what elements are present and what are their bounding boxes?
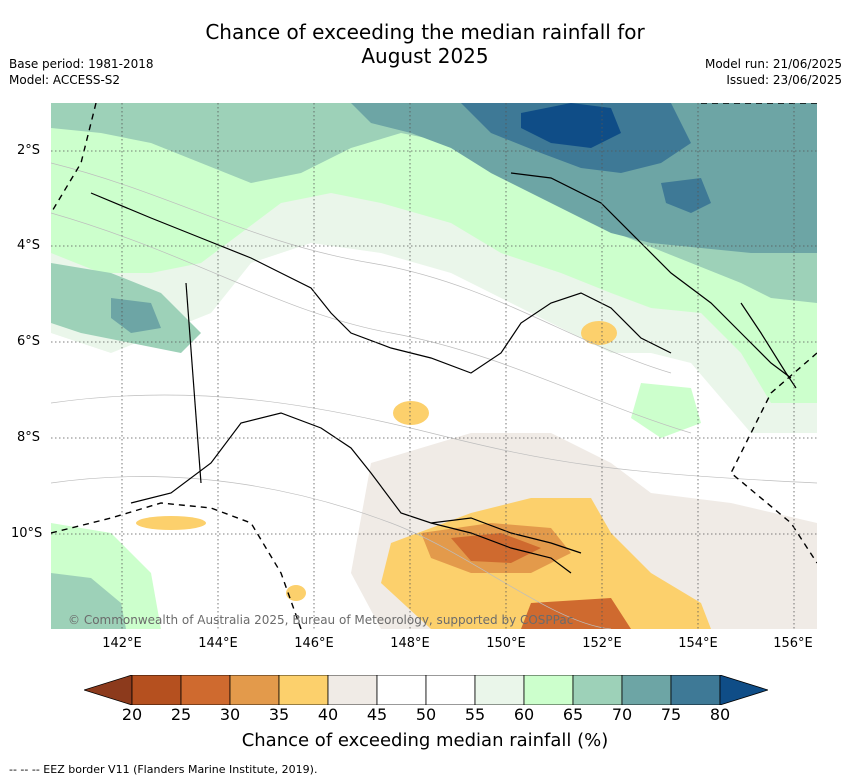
lon-label-148e: 148°E (390, 636, 430, 651)
eez-footnote: -- -- -- EEZ border V11 (Flanders Marine… (9, 763, 318, 776)
colorbar-tick-label: 35 (268, 705, 290, 724)
lat-label-2s: 2°S (17, 143, 41, 158)
new-britain (510, 172, 792, 379)
colorbar-segment (376, 675, 427, 705)
lon-label-144e: 144°E (198, 636, 238, 651)
title-line-1: Chance of exceeding the median rainfall … (205, 20, 645, 44)
colorbar-tick-label: 70 (611, 705, 633, 724)
dry-patch-4 (286, 585, 306, 601)
colorbar-extend-low (84, 675, 133, 705)
colorbar-segment (474, 675, 525, 705)
colorbar-segment (523, 675, 574, 705)
rainfall-map (51, 103, 817, 629)
colorbar-title: Chance of exceeding median rainfall (%) (241, 730, 609, 751)
lat-label-4s: 4°S (17, 238, 41, 253)
colorbar-segment (327, 675, 378, 705)
meta-right: Model run: 21/06/2025 Issued: 23/06/2025 (705, 56, 842, 88)
papuan-peninsula (430, 522, 572, 574)
lon-label-146e: 146°E (294, 636, 334, 651)
lat-label-10s: 10°S (11, 526, 43, 541)
border-png-indonesia (185, 282, 202, 484)
model-run: Model run: 21/06/2025 (704, 57, 842, 71)
colorbar-tick-label: 75 (660, 705, 682, 724)
band-70-75-north (351, 103, 817, 253)
contour-lines (51, 162, 817, 629)
band-30-35-southeast (521, 598, 631, 629)
band-above-80 (521, 103, 621, 148)
colorbar-segment (572, 675, 623, 705)
colorbar-segment (229, 675, 280, 705)
colorbar-tick-label: 65 (562, 705, 584, 724)
bougainville (740, 302, 797, 389)
band-70-75-west (111, 298, 161, 333)
colorbar-tick-label: 55 (464, 705, 486, 724)
lon-label-156e: 156°E (773, 636, 813, 651)
lon-label-154e: 154°E (678, 636, 718, 651)
colorbar-segment (180, 675, 231, 705)
colorbar-tick-label: 45 (366, 705, 388, 724)
model-name: Model: ACCESS-S2 (9, 73, 121, 87)
issued-date: Issued: 23/06/2025 (726, 73, 842, 87)
colorbar-extend-high (719, 675, 768, 705)
base-period: Base period: 1981-2018 (9, 57, 154, 71)
colorbar-segment (425, 675, 476, 705)
colorbar-segment (278, 675, 329, 705)
dry-patch-2 (581, 321, 617, 345)
band-60-65-east (631, 383, 701, 438)
colorbar-tick-label: 40 (317, 705, 339, 724)
dry-patch-1 (393, 401, 429, 425)
colorbar-tick-label: 25 (170, 705, 192, 724)
lon-label-150e: 150°E (486, 636, 526, 651)
lat-label-6s: 6°S (17, 334, 41, 349)
copyright-notice: © Commonwealth of Australia 2025, Bureau… (68, 613, 574, 627)
colorbar-tick-label: 80 (709, 705, 731, 724)
colorbar-tick-label: 60 (513, 705, 535, 724)
title-line-2: August 2025 (361, 44, 489, 68)
new-guinea-south-coast (130, 412, 582, 554)
band-25-30-south (451, 533, 541, 563)
lat-label-8s: 8°S (17, 430, 41, 445)
band-65-70-southwest (51, 573, 126, 629)
colorbar (84, 675, 768, 705)
colorbar-segment (131, 675, 182, 705)
lon-label-142e: 142°E (102, 636, 142, 651)
colorbar-segment (621, 675, 672, 705)
new-guinea-north-coast (90, 192, 672, 374)
dry-patch-3 (136, 516, 206, 530)
lon-label-152e: 152°E (582, 636, 622, 651)
colorbar-tick-label: 20 (121, 705, 143, 724)
eez-borders (51, 103, 817, 629)
meta-left: Base period: 1981-2018 Model: ACCESS-S2 (9, 56, 154, 88)
colorbar-tick-label: 50 (415, 705, 437, 724)
band-75-80-east (661, 178, 711, 213)
coastlines (90, 172, 797, 574)
colorbar-segment (670, 675, 721, 705)
colorbar-tick-label: 30 (219, 705, 241, 724)
map-title: Chance of exceeding the median rainfall … (0, 20, 850, 68)
